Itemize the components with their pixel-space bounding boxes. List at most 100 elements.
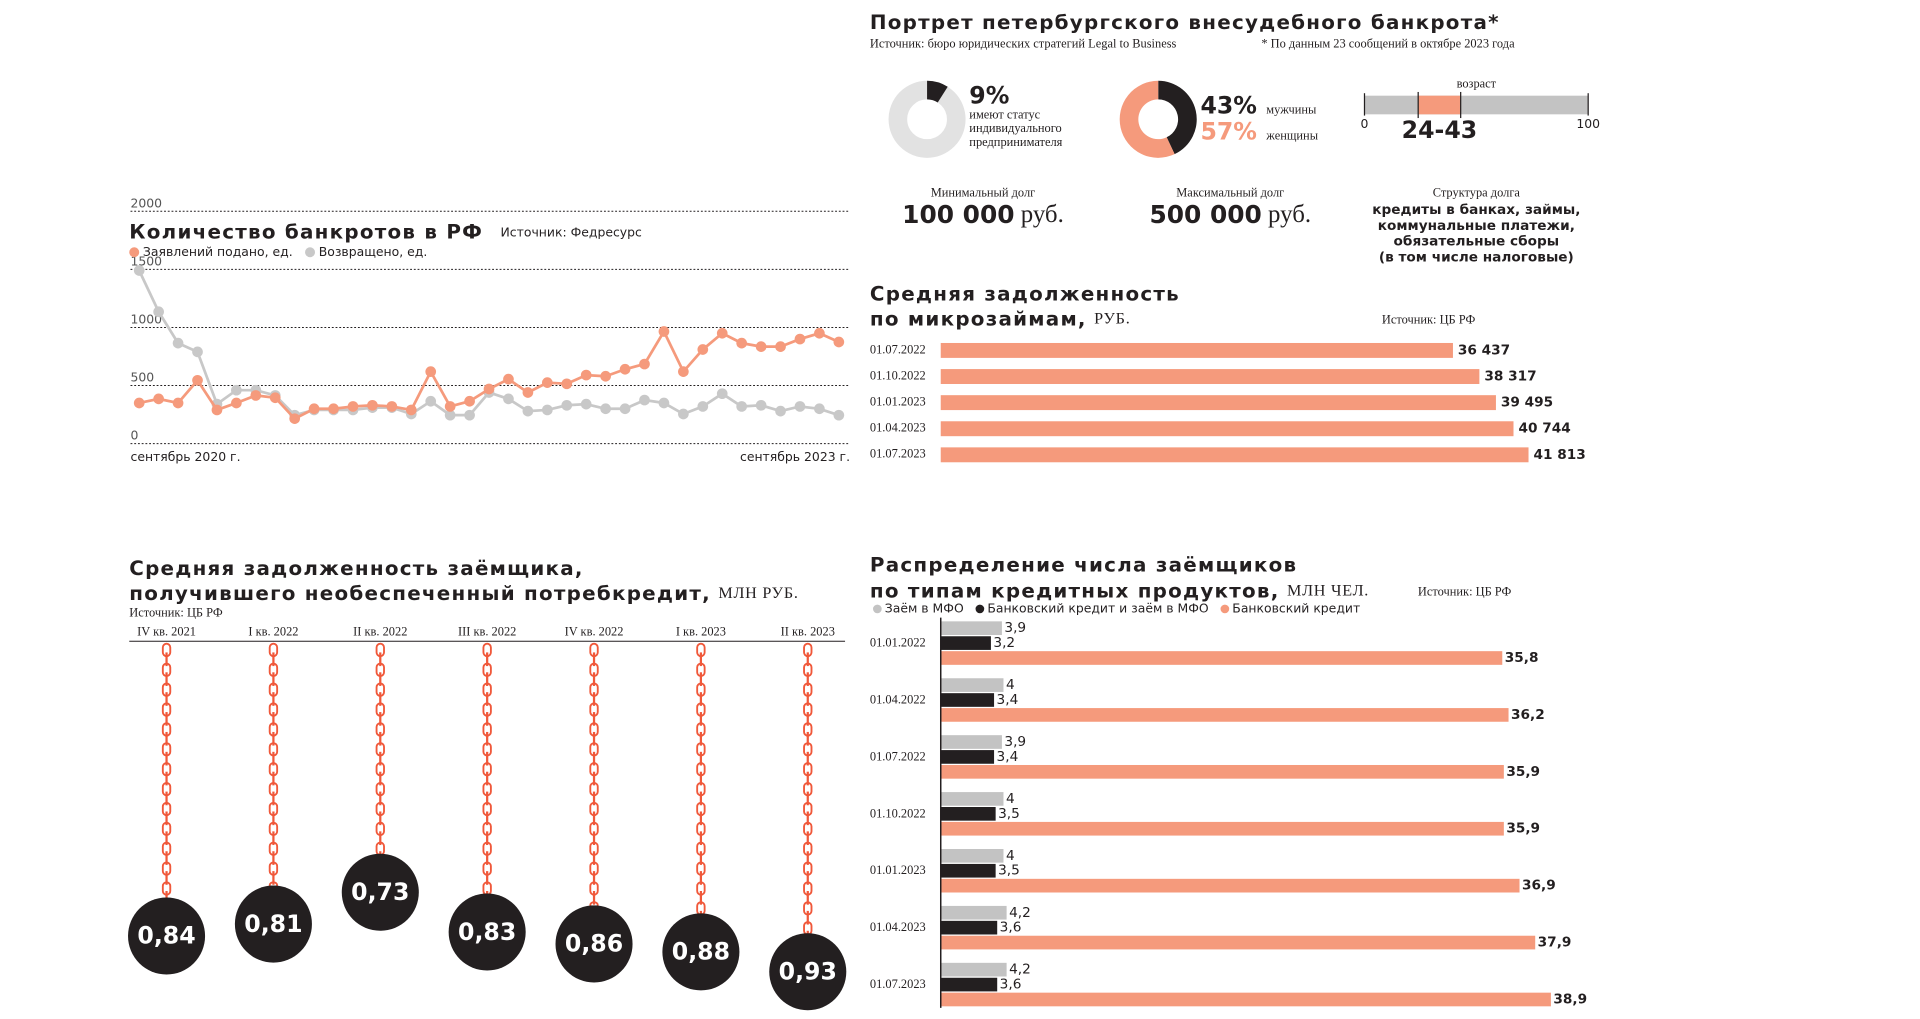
value-label: 35,9 [1506, 764, 1540, 780]
category-label: 01.04.2023 [870, 421, 926, 435]
x-tick-label: сентябрь 2023 г. [740, 449, 850, 464]
series-point [250, 390, 262, 401]
age-tick-label: 100 [1576, 116, 1600, 131]
chart-title: Средняя задолженность заёмщика, [129, 557, 583, 580]
donut-segment [1119, 80, 1175, 158]
bar [940, 421, 1514, 437]
chart-unit: РУБ. [1094, 310, 1130, 327]
series-point [561, 378, 573, 390]
category-label: 01.04.2023 [870, 920, 926, 934]
bar [940, 806, 996, 821]
category-label: 01.07.2023 [870, 447, 926, 461]
value-label: 3,5 [998, 863, 1020, 879]
series-point [697, 344, 709, 355]
donut-caption: предпринимателя [969, 135, 1062, 149]
chart-source: Источник: ЦБ РФ [1418, 585, 1512, 599]
debt-structure-label: Структура долга [1433, 186, 1521, 200]
age-track [1364, 95, 1589, 115]
series-point [639, 394, 650, 406]
value-label: 36,9 [1522, 878, 1556, 894]
chain [696, 642, 706, 925]
chart-title: по типам кредитных продуктов, [870, 579, 1280, 602]
chart-title-line: Средняя задолженность заёмщика, [129, 557, 583, 580]
series-point [794, 401, 806, 412]
category-label: 01.01.2023 [870, 863, 926, 877]
value-label: 3,4 [997, 692, 1019, 708]
debt-unit: руб. [1268, 201, 1311, 228]
series-line [138, 328, 840, 421]
chart-title: Средняя задолженность [870, 282, 1180, 305]
series-point [172, 397, 184, 409]
value-label: 0,81 [244, 910, 302, 938]
legend-swatch [305, 247, 316, 258]
category-label: II кв. 2022 [353, 624, 407, 638]
value-label: 4,2 [1009, 905, 1031, 921]
category-label: 01.07.2022 [870, 749, 926, 763]
series-point [814, 327, 825, 339]
legend-label: Банковский кредит [1232, 600, 1360, 615]
series-point [464, 395, 475, 407]
series-point [425, 395, 437, 407]
category-label: 01.04.2022 [870, 692, 926, 706]
value-label: 38 317 [1484, 369, 1536, 385]
series-point [522, 405, 534, 417]
debt-value: 100 000 [902, 200, 1014, 229]
series-point [522, 387, 534, 398]
ball [448, 893, 526, 971]
series-point [386, 401, 398, 412]
value-label: 36 437 [1458, 342, 1510, 358]
series-point [503, 373, 514, 385]
debt-unit: руб. [1021, 201, 1064, 228]
series-point [775, 405, 786, 417]
series-point [133, 265, 145, 276]
chain [482, 642, 492, 905]
series-point [658, 326, 670, 337]
value-label: 40 744 [1518, 421, 1570, 437]
bar [940, 735, 1002, 749]
series-point [153, 393, 164, 405]
series-point [600, 403, 611, 415]
debt-label: Максимальный долг [1176, 186, 1284, 200]
chart-title: по микрозаймам, [870, 307, 1087, 330]
legend-label: Заём в МФО [885, 600, 964, 615]
bar [940, 636, 991, 650]
series-point [444, 401, 456, 412]
value-label: 39 495 [1501, 395, 1553, 411]
bar [940, 395, 1496, 411]
legend-label: Банковский кредит и заём в МФО [987, 600, 1209, 615]
portrait-note: * По данным 23 сообщений в октябре 2023 … [1261, 37, 1515, 51]
donut-category: мужчины [1266, 102, 1317, 116]
category-label: 01.10.2022 [870, 806, 926, 820]
series-point [833, 336, 845, 348]
series-point [736, 337, 748, 349]
series-point [658, 397, 670, 409]
bar [940, 764, 1504, 779]
bar [940, 962, 1007, 977]
bar [940, 905, 1007, 920]
value-label: 36,2 [1511, 707, 1545, 723]
bar [940, 863, 996, 878]
chart-title-line: получившего необеспеченный потребкредит,… [129, 582, 798, 605]
series-point [347, 401, 359, 412]
chain [268, 642, 279, 889]
chart-source: Источник: ЦБ РФ [1382, 312, 1476, 326]
value-label: 3,5 [998, 806, 1020, 822]
value-label: 3,9 [1004, 734, 1026, 750]
series-point [444, 409, 456, 421]
ball [769, 933, 847, 1011]
bar [940, 651, 1503, 665]
debt-amount: 100 000 руб. [902, 200, 1064, 229]
chain [161, 642, 172, 905]
legend-swatch [1220, 604, 1230, 614]
category-label: III кв. 2022 [458, 624, 516, 638]
ball [341, 853, 419, 931]
bar [940, 878, 1520, 893]
chart-unit: МЛН РУБ. [718, 585, 798, 602]
value-label: 0,86 [565, 930, 623, 958]
debt-label: Минимальный долг [931, 186, 1036, 200]
series-point [833, 409, 845, 421]
series-point [755, 399, 767, 411]
value-label: 0,93 [779, 958, 837, 986]
legend-label: Возвращено, ед. [319, 244, 428, 259]
series-point [716, 327, 728, 339]
